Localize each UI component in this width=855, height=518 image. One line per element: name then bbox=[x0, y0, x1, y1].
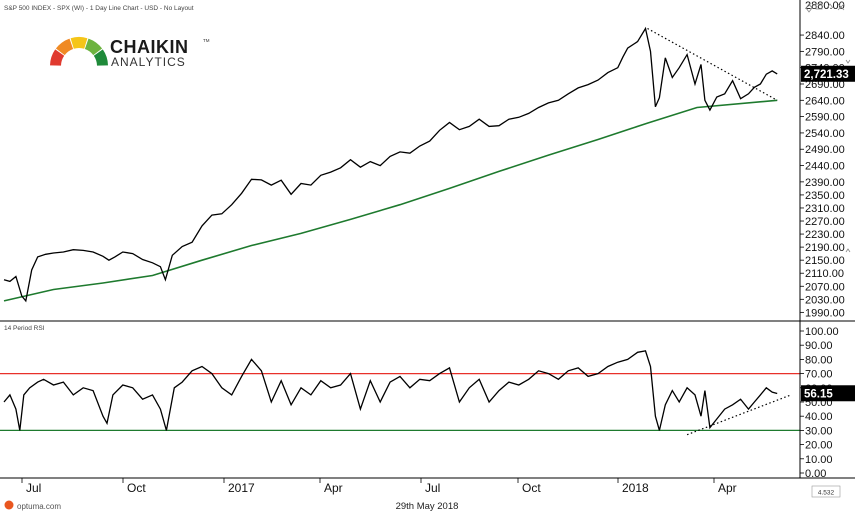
chevron-up-icon[interactable] bbox=[826, 3, 834, 9]
rsi-last-value-badge: 56.15 bbox=[801, 385, 855, 402]
price-y-tick-label: 2110.00 bbox=[805, 268, 844, 280]
x-tick-label: Oct bbox=[127, 481, 146, 495]
price-y-tick-label: 2440.00 bbox=[805, 161, 845, 173]
rsi-y-tick-label: 80.00 bbox=[805, 354, 833, 366]
price-y-axis: 2840.002790.002740.002690.002640.002590.… bbox=[800, 0, 845, 319]
price-y-tick-label: 1990.00 bbox=[805, 307, 845, 319]
footer: optuma.com 29th May 2018 4.532 bbox=[4, 485, 841, 512]
rsi-trendline bbox=[686, 394, 792, 436]
x-tick-label: 2017 bbox=[228, 481, 255, 495]
rsi-y-tick-label: 10.00 bbox=[805, 454, 833, 466]
price-panel bbox=[3, 26, 778, 303]
price-last-value-badge: 2,721.33 bbox=[801, 65, 855, 82]
rsi-badge-bg bbox=[801, 385, 855, 402]
logo-subtitle: ANALYTICS bbox=[111, 55, 186, 69]
x-tick-label: Oct bbox=[522, 481, 541, 495]
price-y-tick-label: 2390.00 bbox=[805, 177, 845, 189]
price-y-tick-label: 2640.00 bbox=[805, 95, 845, 107]
corner-value-box bbox=[811, 485, 841, 498]
expand-up-icon[interactable] bbox=[845, 59, 851, 64]
window-icon[interactable] bbox=[815, 3, 823, 10]
logo-name: CHAIKIN bbox=[110, 37, 189, 57]
price-y-tick-label: 2230.00 bbox=[805, 229, 845, 241]
price-badge-text: 2,721.33 bbox=[804, 69, 849, 81]
x-tick-label: Jul bbox=[26, 481, 41, 495]
rsi-panel-title: 14 Period RSI bbox=[4, 325, 45, 332]
x-tick-label: Jul bbox=[425, 481, 440, 495]
x-tick-label: Apr bbox=[324, 481, 343, 495]
x-tick-label: 2018 bbox=[622, 481, 649, 495]
rsi-y-tick-label: 0.00 bbox=[805, 468, 826, 480]
chaikin-logo: CHAIKIN TM ANALYTICS bbox=[50, 36, 210, 69]
price-y-tick-label: 2690.00 bbox=[805, 79, 845, 91]
rsi-y-tick-label: 30.00 bbox=[805, 425, 833, 437]
optuma-logo-icon bbox=[4, 500, 14, 510]
price-y-tick-label: 2030.00 bbox=[805, 294, 845, 306]
expand-down-icon[interactable] bbox=[845, 248, 851, 253]
price-y-tick-label: 2310.00 bbox=[805, 203, 845, 215]
rsi-y-tick-label: 40.00 bbox=[805, 411, 833, 423]
price-y-tick-label: 2490.00 bbox=[805, 144, 845, 156]
price-y-tick-label: 2350.00 bbox=[805, 190, 845, 202]
price-moving-average-line bbox=[3, 99, 778, 302]
footer-brand: optuma.com bbox=[17, 502, 61, 511]
price-trendline bbox=[647, 27, 778, 101]
logo-gauge-icon bbox=[50, 36, 108, 66]
price-y-tick-label: 2590.00 bbox=[805, 112, 845, 124]
price-y-tick-label: 2540.00 bbox=[805, 128, 845, 140]
logo-trademark: TM bbox=[203, 38, 210, 43]
price-y-tick-label: 2150.00 bbox=[805, 255, 845, 267]
price-badge-bg bbox=[801, 65, 855, 82]
rsi-y-tick-label: 70.00 bbox=[805, 369, 833, 381]
price-line bbox=[3, 26, 778, 303]
price-y-tick-label: 2190.00 bbox=[805, 242, 845, 254]
panel-controls bbox=[805, 3, 851, 253]
rsi-y-tick-label: 20.00 bbox=[805, 440, 833, 452]
rsi-badge-text: 56.15 bbox=[804, 388, 833, 400]
corner-value: 4.532 bbox=[818, 490, 835, 497]
rsi-y-tick-label: 100.00 bbox=[805, 326, 839, 338]
price-y-tick-label: 2070.00 bbox=[805, 281, 845, 293]
rsi-line bbox=[3, 350, 778, 431]
logo-gauge-segment bbox=[93, 49, 108, 66]
price-y-tick-label-top: 2880.00 bbox=[805, 0, 845, 12]
diamond-icon[interactable] bbox=[805, 3, 813, 13]
rsi-y-tick-label: 90.00 bbox=[805, 340, 833, 352]
x-tick-label: Apr bbox=[718, 481, 737, 495]
logo-gauge-segment bbox=[50, 49, 65, 66]
price-y-tick-label: 2790.00 bbox=[805, 46, 845, 58]
x-axis: Jul Oct 2017 Apr Jul Oct 2018 Apr bbox=[21, 478, 737, 495]
rsi-panel: 14 Period RSI bbox=[0, 325, 800, 436]
footer-date: 29th May 2018 bbox=[396, 501, 459, 512]
price-y-tick-label: 2270.00 bbox=[805, 216, 845, 228]
logo-gauge-segment bbox=[70, 36, 88, 49]
logo-gauge-segment bbox=[84, 38, 103, 56]
close-icon[interactable] bbox=[837, 3, 845, 11]
chart-header-title: S&P 500 INDEX - SPX (WI) - 1 Day Line Ch… bbox=[4, 5, 194, 12]
price-y-tick-label: 2840.00 bbox=[805, 30, 845, 42]
logo-gauge-segment bbox=[55, 38, 74, 56]
